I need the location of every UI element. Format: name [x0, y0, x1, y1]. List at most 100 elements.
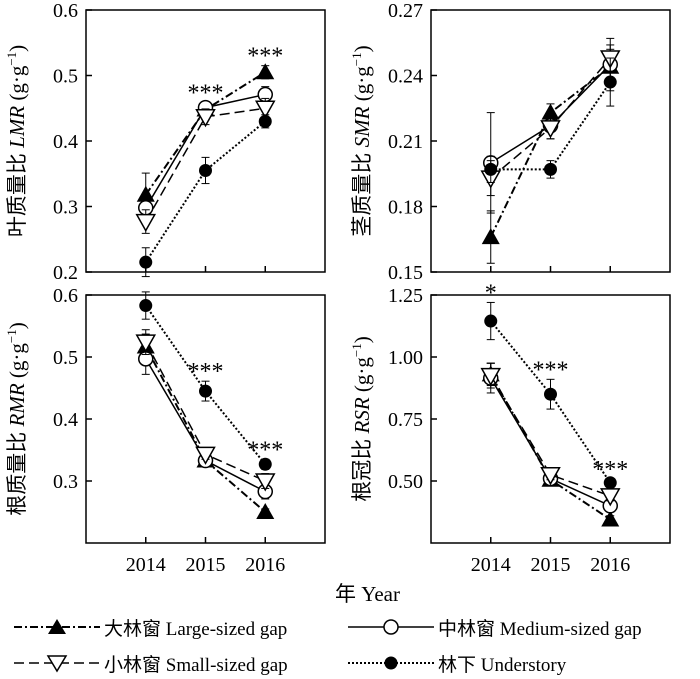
y-axis-label-cn: 叶质量比	[5, 148, 29, 237]
legend: 大林窗 Large-sized gap 中林窗 Medium-sized gap…	[0, 612, 700, 679]
y-axis-label-unit: (g·g	[5, 343, 29, 384]
significance-label: ***	[533, 357, 569, 383]
y-axis-label-close: )	[350, 45, 374, 52]
x-tick-label: 2014	[471, 554, 511, 576]
legend-line-dotted-dot-icon	[348, 656, 434, 670]
significance-label: ***	[188, 359, 224, 385]
legend-item-medium-gap: 中林窗 Medium-sized gap	[348, 614, 642, 640]
x-tick-label: 2015	[186, 554, 226, 576]
data-point-triangle	[256, 63, 275, 80]
data-point-open-down-triangle	[135, 334, 157, 353]
y-axis-label-close: )	[350, 336, 374, 343]
y-axis-label-unit: (g·g	[5, 65, 29, 106]
y-tick-label: 0.4	[53, 409, 78, 431]
legend-item-small-gap: 小林窗 Small-sized gap	[14, 650, 288, 676]
data-point-triangle	[481, 228, 500, 245]
data-point-filled-circle	[484, 162, 498, 176]
y-axis-label-cn: 根冠比	[350, 434, 374, 502]
data-point-filled-circle	[199, 163, 212, 177]
y-tick-label: 0.18	[388, 197, 423, 219]
data-point-filled-circle	[484, 314, 498, 328]
data-point-triangle	[136, 185, 155, 202]
data-point-filled-circle	[544, 162, 557, 176]
y-axis-label-abbr: RMR	[5, 383, 29, 427]
series-line-1	[144, 71, 266, 196]
legend-line-dashdot-triangle-icon	[14, 619, 100, 634]
x-tick-label: 2014	[126, 554, 166, 576]
legend-label: 中林窗 Medium-sized gap	[438, 618, 642, 640]
significance-label: ***	[188, 80, 224, 106]
y-axis-label-exponent: −1	[349, 52, 364, 66]
data-point-filled-circle	[603, 75, 617, 89]
data-point-open-down-triangle	[254, 473, 276, 492]
plot-frame	[430, 9, 671, 273]
x-tick-label: 2016	[590, 554, 630, 576]
data-point-open-down-triangle	[135, 213, 157, 233]
y-axis-label: 叶质量比 LMR (g·g−1)	[4, 45, 29, 237]
data-point-open-down-triangle	[540, 467, 561, 486]
y-axis-label-unit: (g·g	[350, 357, 374, 398]
y-tick-label: 0.21	[388, 131, 423, 153]
data-point-filled-circle	[199, 384, 212, 398]
y-tick-label: 1.00	[388, 347, 423, 369]
x-axis-label: 年 Year	[335, 582, 400, 606]
series-line-4	[489, 320, 612, 484]
legend-label: 小林窗 Small-sized gap	[104, 654, 288, 676]
y-tick-label: 0.15	[388, 262, 423, 284]
y-tick-label: 0.6	[53, 285, 78, 307]
y-tick-label: 0.3	[53, 471, 78, 493]
legend-line-solid-circle-icon	[348, 619, 434, 635]
y-tick-label: 0.3	[53, 197, 78, 219]
data-point-triangle	[601, 510, 620, 527]
chart-panel-3: 0.3 0.4 0.5 0.6 2014 2015 2016 根质量比 RMR (g·g−1)…	[4, 285, 326, 576]
data-point-open-down-triangle	[195, 446, 216, 465]
data-point-open-down-triangle	[254, 100, 276, 119]
y-tick-label: 0.27	[388, 0, 423, 22]
y-axis-label-unit: (g·g	[350, 66, 374, 107]
y-axis-label: 茎质量比 SMR (g·g−1)	[349, 45, 374, 236]
data-point-open-down-triangle	[540, 120, 561, 139]
plot-frame	[430, 294, 671, 544]
y-axis-label-abbr: SMR	[350, 106, 374, 147]
y-tick-label: 0.5	[53, 347, 78, 369]
series-line-4	[144, 120, 266, 263]
y-tick-label: 0.6	[53, 0, 78, 22]
y-axis-label-cn: 茎质量比	[350, 147, 374, 236]
significance-label: *	[485, 280, 497, 306]
series-line-3	[490, 375, 611, 497]
x-tick-label: 2016	[245, 554, 285, 576]
legend-label: 林下 Understory	[438, 654, 567, 676]
y-tick-label: 1.25	[388, 285, 423, 307]
significance-label: ***	[247, 437, 283, 463]
data-point-filled-circle	[258, 114, 272, 128]
data-point-filled-circle	[603, 476, 617, 490]
x-tick-label: 2015	[531, 554, 571, 576]
y-tick-label: 0.2	[53, 262, 78, 284]
y-tick-label: 0.50	[388, 471, 423, 493]
data-point-filled-circle	[139, 299, 153, 313]
plot-frame	[85, 9, 326, 273]
chart-panel-4: 0.50 0.75 1.00 1.25 2014 2015 2016 根冠比 RSR (g·g…	[349, 280, 671, 576]
y-axis-label-exponent: −1	[349, 343, 364, 357]
y-axis-label: 根质量比 RMR (g·g−1)	[4, 322, 29, 516]
legend-line-dashed-down-triangle-icon	[14, 655, 100, 673]
significance-label: ***	[592, 457, 628, 483]
plot-frame	[85, 294, 326, 544]
data-point-triangle	[541, 103, 560, 120]
y-tick-label: 0.5	[53, 66, 78, 88]
data-point-triangle	[256, 503, 275, 519]
legend-item-understory: 林下 Understory	[348, 650, 566, 676]
chart-panel-1: 0.2 0.3 0.4 0.5 0.6 叶质量比 LMR (g·g−1) *** ***	[4, 0, 326, 284]
legend-label: 大林窗 Large-sized gap	[104, 618, 288, 640]
significance-label: ***	[247, 44, 283, 70]
y-axis-label-exponent: −1	[4, 52, 19, 66]
data-point-filled-circle	[544, 387, 557, 401]
y-axis-label-abbr: RSR	[350, 397, 374, 434]
y-tick-label: 0.24	[388, 66, 423, 88]
legend-item-large-gap: 大林窗 Large-sized gap	[14, 614, 287, 640]
y-axis-label-exponent: −1	[4, 329, 19, 343]
chart-panel-2: 0.15 0.18 0.21 0.24 0.27 茎质量比 SMR (g·g−1)	[349, 0, 671, 284]
data-point-filled-circle	[139, 255, 153, 269]
y-axis-label-abbr: LMR	[5, 106, 29, 149]
